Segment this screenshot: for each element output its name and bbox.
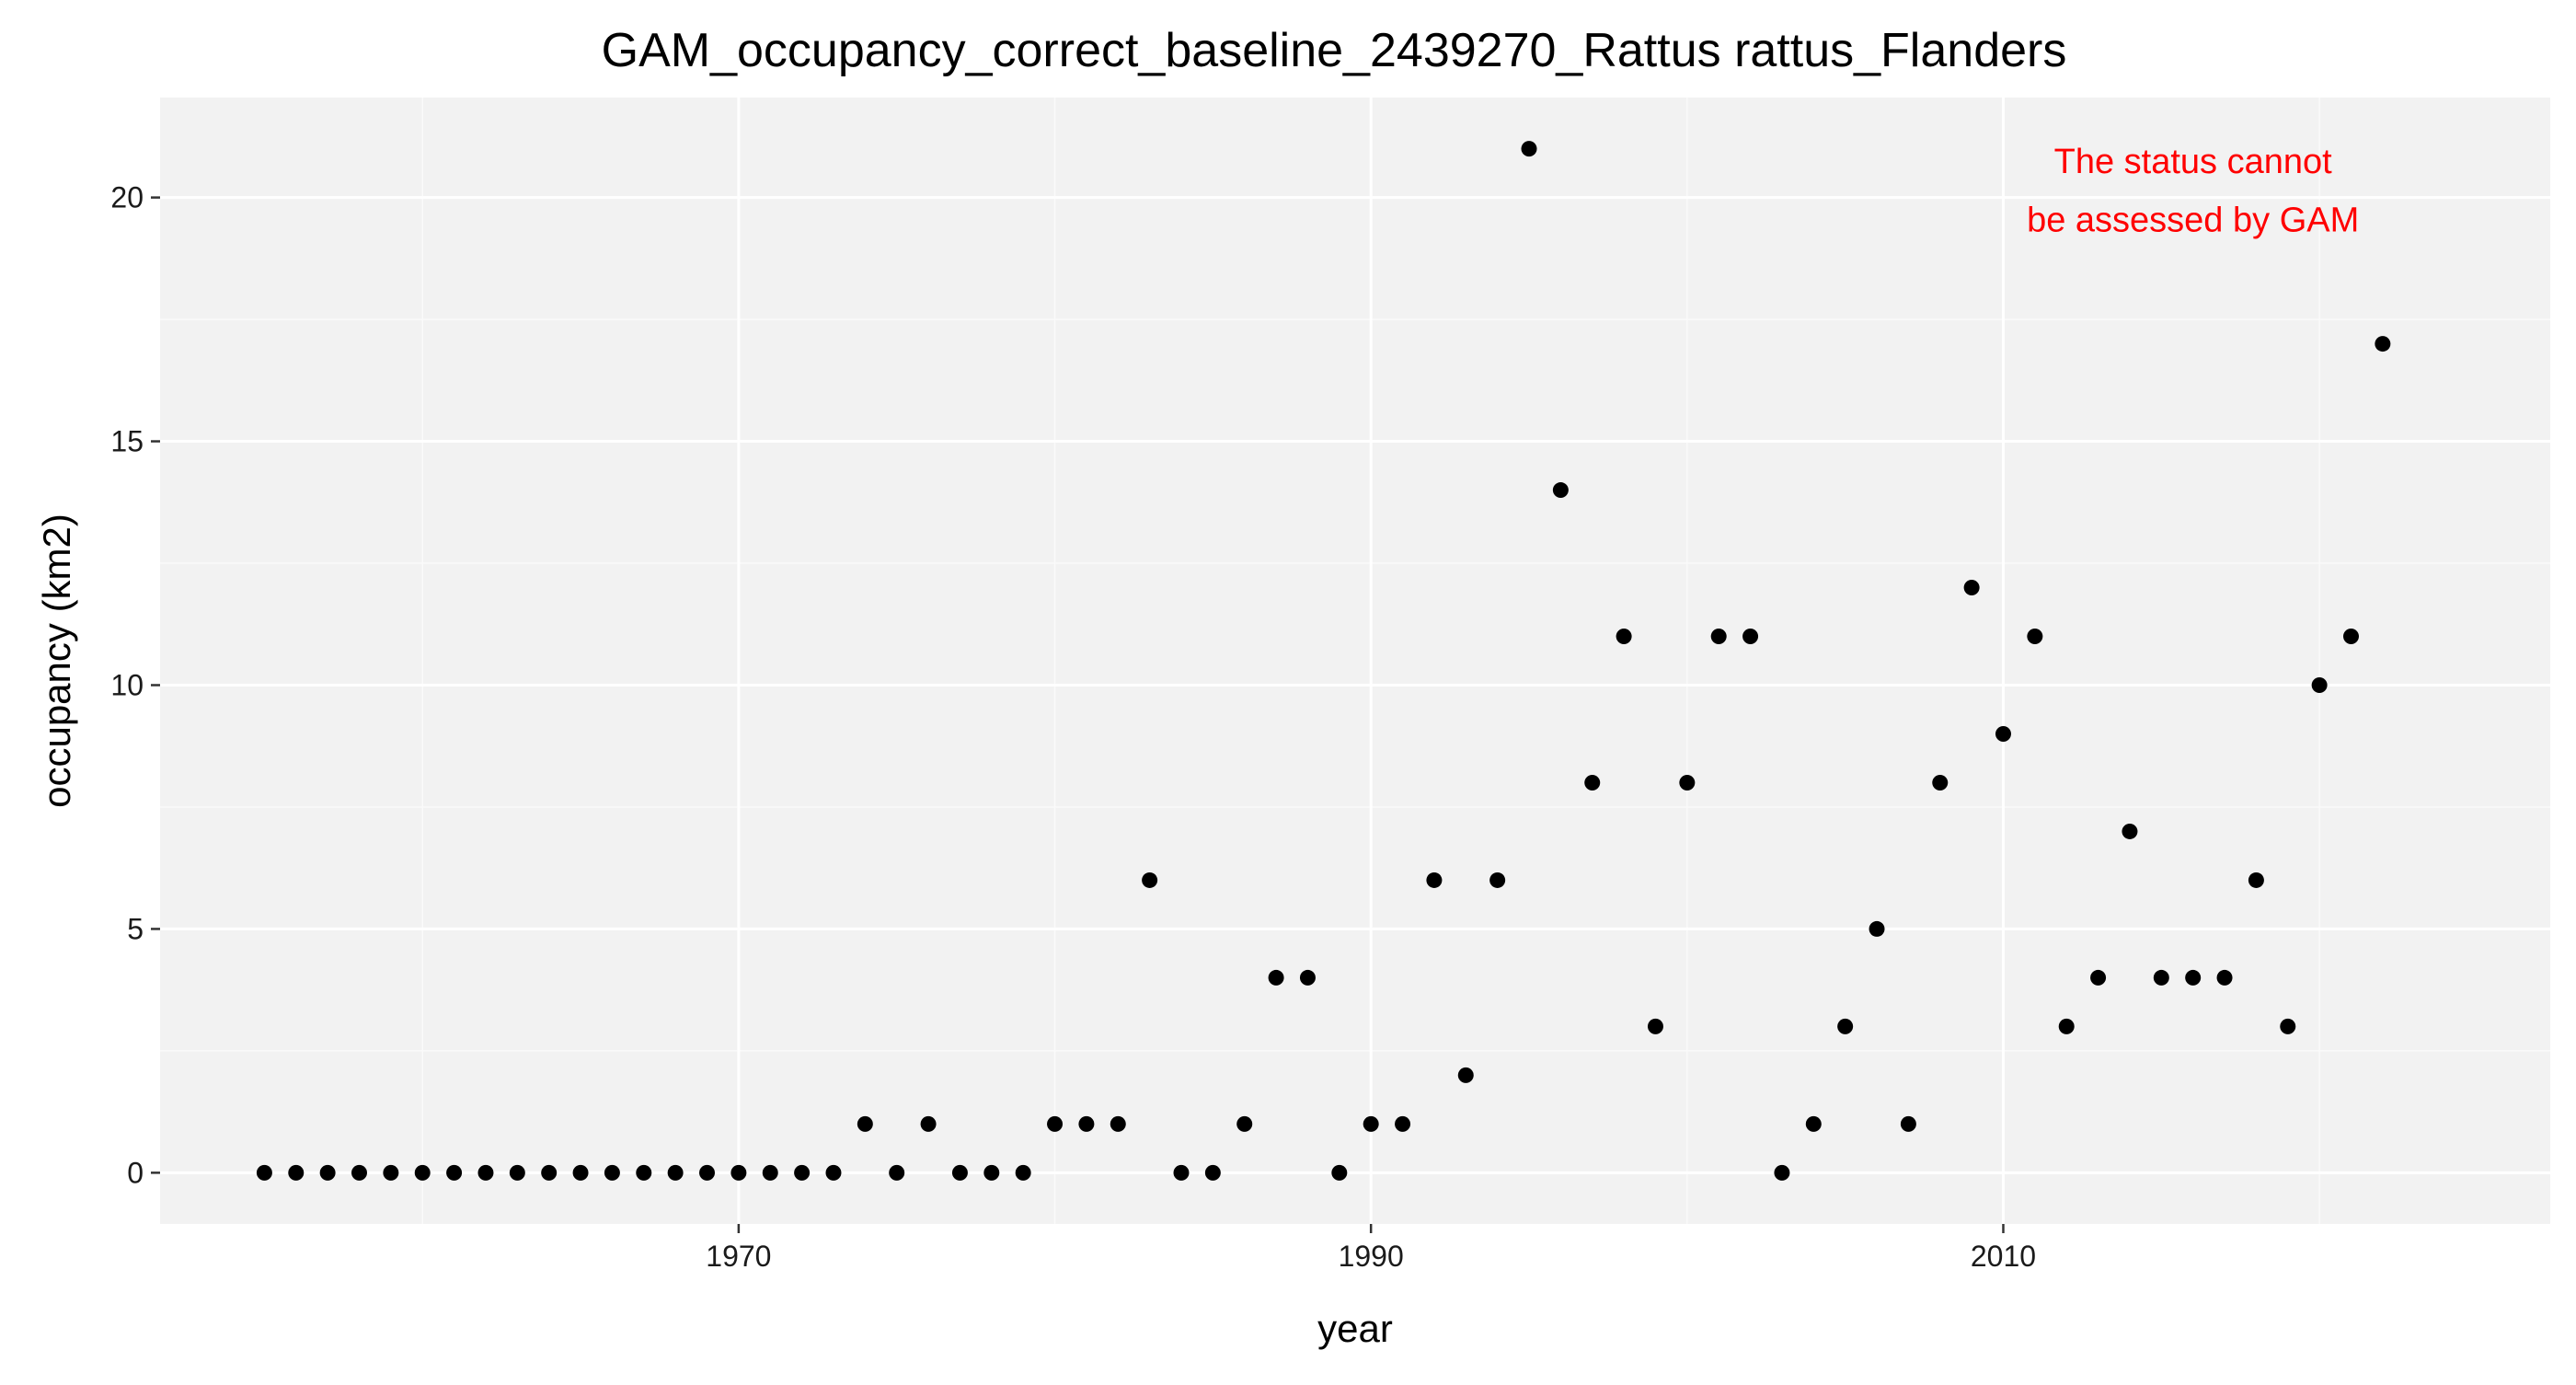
data-point — [1142, 871, 1158, 888]
data-point — [2027, 629, 2043, 645]
data-point — [604, 1164, 620, 1181]
data-point — [2216, 969, 2233, 986]
data-point — [920, 1115, 937, 1132]
x-axis-title: year — [1317, 1307, 1393, 1350]
data-point — [2185, 969, 2202, 986]
data-point — [667, 1164, 684, 1181]
x-tick-label: 1970 — [706, 1240, 771, 1273]
y-tick-label: 10 — [110, 668, 144, 701]
annotation-line-1: The status cannot — [2054, 143, 2333, 181]
data-point — [1047, 1115, 1064, 1132]
data-point — [1268, 969, 1284, 986]
x-tick-label: 1990 — [1339, 1240, 1404, 1273]
data-point — [288, 1164, 305, 1181]
data-point — [2122, 823, 2138, 839]
data-point — [1489, 871, 1506, 888]
x-axis: 1970 1990 2010 — [706, 1224, 2036, 1273]
data-point — [1995, 725, 2011, 742]
x-tick-label: 2010 — [1971, 1240, 2036, 1273]
data-point — [1457, 1067, 1474, 1083]
data-point — [2343, 629, 2359, 645]
data-point — [1710, 629, 1727, 645]
data-point — [1805, 1115, 1822, 1132]
data-point — [1173, 1164, 1190, 1181]
data-point — [636, 1164, 652, 1181]
data-point — [1204, 1164, 1221, 1181]
y-tick-label: 5 — [127, 912, 144, 945]
y-tick-label: 0 — [127, 1156, 144, 1189]
gam-status-annotation: The status cannot be assessed by GAM — [2027, 143, 2359, 240]
data-point — [256, 1164, 272, 1181]
data-point — [2375, 336, 2391, 352]
data-point — [1869, 920, 1885, 937]
data-point — [1299, 969, 1316, 986]
data-point — [825, 1164, 842, 1181]
data-point — [1616, 629, 1632, 645]
major-grid — [160, 98, 2550, 1224]
data-point — [446, 1164, 463, 1181]
data-point — [699, 1164, 716, 1181]
data-point — [857, 1115, 873, 1132]
y-tick-label: 15 — [110, 425, 144, 458]
y-axis: 0 5 10 15 20 — [110, 181, 160, 1189]
data-point — [1932, 774, 1949, 791]
data-point — [2248, 871, 2264, 888]
data-point — [1647, 1018, 1663, 1034]
data-point — [1236, 1115, 1253, 1132]
data-point — [1963, 580, 1980, 596]
minor-grid — [160, 98, 2550, 1224]
data-point — [1837, 1018, 1854, 1034]
data-point — [1774, 1164, 1790, 1181]
data-point — [1078, 1115, 1095, 1132]
data-point — [1679, 774, 1696, 791]
data-point — [1552, 482, 1569, 499]
data-point — [319, 1164, 336, 1181]
data-point — [1395, 1115, 1411, 1132]
data-point — [1584, 774, 1601, 791]
data-point — [2153, 969, 2169, 986]
data-point — [1742, 629, 1759, 645]
data-point — [572, 1164, 589, 1181]
data-point — [730, 1164, 747, 1181]
data-point — [794, 1164, 811, 1181]
data-point — [1426, 871, 1443, 888]
data-point — [383, 1164, 399, 1181]
data-point — [1015, 1164, 1031, 1181]
y-tick-label: 20 — [110, 181, 144, 214]
plot-panel — [160, 98, 2550, 1224]
data-point — [477, 1164, 494, 1181]
data-point — [2280, 1018, 2296, 1034]
data-point — [1363, 1115, 1379, 1132]
data-point — [2058, 1018, 2075, 1034]
annotation-line-2: be assessed by GAM — [2027, 201, 2359, 239]
data-point — [951, 1164, 968, 1181]
data-point — [762, 1164, 778, 1181]
chart-title: GAM_occupancy_correct_baseline_2439270_R… — [602, 24, 2067, 77]
data-point — [889, 1164, 905, 1181]
data-point — [2090, 969, 2107, 986]
data-point — [414, 1164, 431, 1181]
data-point — [2311, 676, 2328, 693]
data-point — [983, 1164, 1000, 1181]
data-point — [1521, 141, 1537, 157]
data-point — [351, 1164, 367, 1181]
data-point — [509, 1164, 525, 1181]
data-point — [541, 1164, 558, 1181]
data-points — [256, 141, 2391, 1181]
data-point — [1110, 1115, 1126, 1132]
y-axis-title: occupancy (km2) — [35, 514, 78, 808]
data-point — [1331, 1164, 1348, 1181]
data-point — [1900, 1115, 1916, 1132]
